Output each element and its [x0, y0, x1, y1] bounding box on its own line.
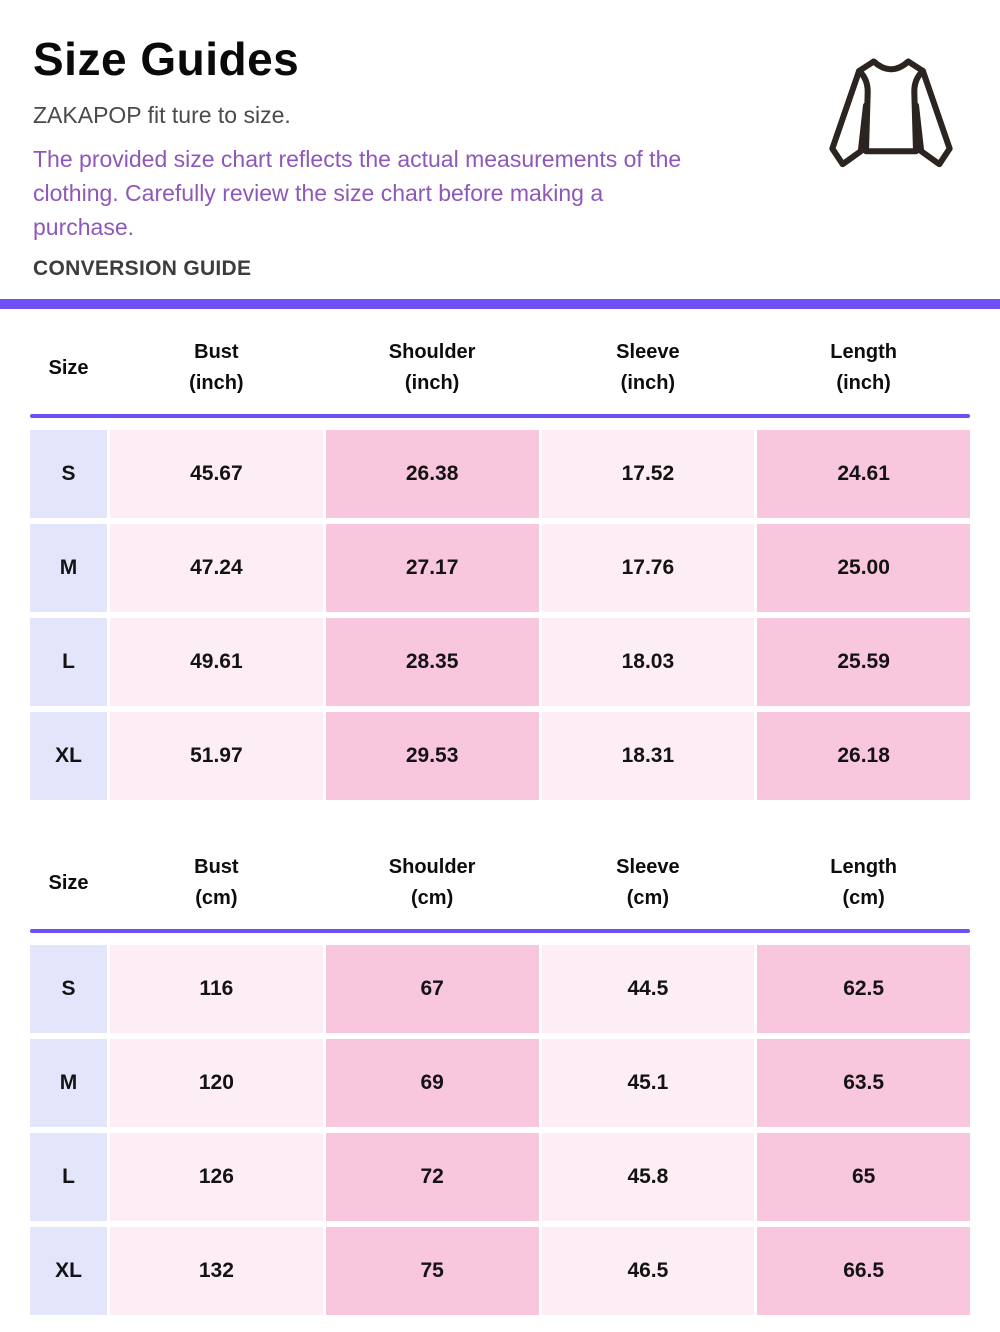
table-cell: 44.5	[541, 945, 755, 1033]
size-table-cm: Size Bust (cm) Shoulder (cm) Sleeve (cm)…	[30, 800, 970, 1315]
table-cell: 51.97	[110, 712, 323, 800]
table-cell: 18.31	[541, 712, 755, 800]
size-cell: S	[30, 945, 107, 1033]
page-title: Size Guides	[33, 33, 300, 85]
column-header-shoulder: Shoulder (inch)	[326, 337, 539, 399]
column-header-label: Bust	[194, 341, 239, 363]
table-cell: 25.59	[757, 618, 970, 706]
table-header-underline	[30, 414, 970, 418]
column-header-shoulder: Shoulder (cm)	[326, 852, 539, 914]
long-sleeve-shirt-icon	[822, 46, 960, 184]
table-cell: 26.18	[757, 712, 970, 800]
table-cell: 46.5	[541, 1227, 755, 1315]
column-unit-label: (inch)	[189, 372, 244, 394]
table-cell: 49.61	[110, 618, 323, 706]
table-cell: 28.35	[325, 618, 539, 706]
table-cell: 29.53	[325, 712, 539, 800]
column-header-size: Size	[30, 353, 107, 384]
table-cell: 47.24	[110, 524, 323, 612]
table-cell: 63.5	[757, 1039, 970, 1127]
size-cell: XL	[30, 712, 107, 800]
column-header-length: Length (cm)	[757, 852, 970, 914]
column-header-sleeve: Sleeve (cm)	[542, 852, 755, 914]
column-header-label: Length	[830, 341, 897, 363]
table-cell: 17.52	[541, 430, 755, 518]
column-unit-label: (inch)	[404, 372, 460, 394]
column-header-sleeve: Sleeve (inch)	[542, 337, 755, 399]
column-unit-label: (inch)	[620, 372, 676, 394]
column-header-label: Sleeve	[616, 341, 680, 363]
column-header-label: Sleeve	[616, 856, 680, 878]
table-cell: 45.67	[110, 430, 323, 518]
table-header-row: Size Bust (cm) Shoulder (cm) Sleeve (cm)…	[30, 800, 970, 929]
table-cell: 25.00	[757, 524, 970, 612]
table-body: S 116 67 44.5 62.5 M 120 69 45.1 63.5 L …	[30, 945, 970, 1315]
column-unit-label: (cm)	[842, 887, 885, 909]
table-cell: 45.1	[541, 1039, 755, 1127]
table-cell: 24.61	[757, 430, 970, 518]
table-cell: 116	[110, 945, 323, 1033]
column-header-length: Length (inch)	[757, 337, 970, 399]
column-header-label: Length	[830, 856, 897, 878]
table-cell: 62.5	[757, 945, 970, 1033]
size-cell: M	[30, 1039, 107, 1127]
table-cell: 72	[325, 1133, 539, 1221]
table-cell: 45.8	[541, 1133, 755, 1221]
table-cell: 65	[757, 1133, 970, 1221]
table-cell: 18.03	[541, 618, 755, 706]
column-header-label: Size	[48, 871, 89, 894]
table-cell: 120	[110, 1039, 323, 1127]
column-header-label: Bust	[194, 856, 239, 878]
column-unit-label: (cm)	[626, 887, 669, 909]
size-cell: XL	[30, 1227, 107, 1315]
table-cell: 126	[110, 1133, 323, 1221]
size-cell: L	[30, 1133, 107, 1221]
column-header-label: Size	[48, 356, 89, 379]
table-body: S 45.67 26.38 17.52 24.61 M 47.24 27.17 …	[30, 430, 970, 800]
column-header-bust: Bust (inch)	[110, 337, 323, 399]
size-cell: M	[30, 524, 107, 612]
table-cell: 26.38	[325, 430, 539, 518]
table-header-underline	[30, 929, 970, 933]
table-cell: 27.17	[325, 524, 539, 612]
conversion-tables: Size Bust (inch) Shoulder (inch) Sleeve …	[0, 309, 1000, 1315]
size-chart-description: The provided size chart reflects the act…	[33, 146, 682, 240]
table-cell: 132	[110, 1227, 323, 1315]
column-unit-label: (inch)	[836, 372, 891, 394]
size-cell: L	[30, 618, 107, 706]
size-cell: S	[30, 430, 107, 518]
column-header-size: Size	[30, 868, 107, 899]
page-header: Size Guides ZAKAPOP fit ture to size. Th…	[0, 0, 1000, 281]
size-table-inch: Size Bust (inch) Shoulder (inch) Sleeve …	[30, 309, 970, 800]
brand-fit-note: ZAKAPOP fit ture to size.	[33, 102, 291, 128]
column-header-bust: Bust (cm)	[110, 852, 323, 914]
section-divider	[0, 299, 1000, 309]
table-cell: 66.5	[757, 1227, 970, 1315]
column-unit-label: (cm)	[411, 887, 454, 909]
column-unit-label: (cm)	[195, 887, 238, 909]
table-header-row: Size Bust (inch) Shoulder (inch) Sleeve …	[30, 309, 970, 414]
column-header-label: Shoulder	[388, 856, 476, 878]
table-cell: 75	[325, 1227, 539, 1315]
table-cell: 67	[325, 945, 539, 1033]
conversion-guide-label: CONVERSION GUIDE	[33, 257, 252, 280]
column-header-label: Shoulder	[388, 341, 476, 363]
table-cell: 69	[325, 1039, 539, 1127]
table-cell: 17.76	[541, 524, 755, 612]
